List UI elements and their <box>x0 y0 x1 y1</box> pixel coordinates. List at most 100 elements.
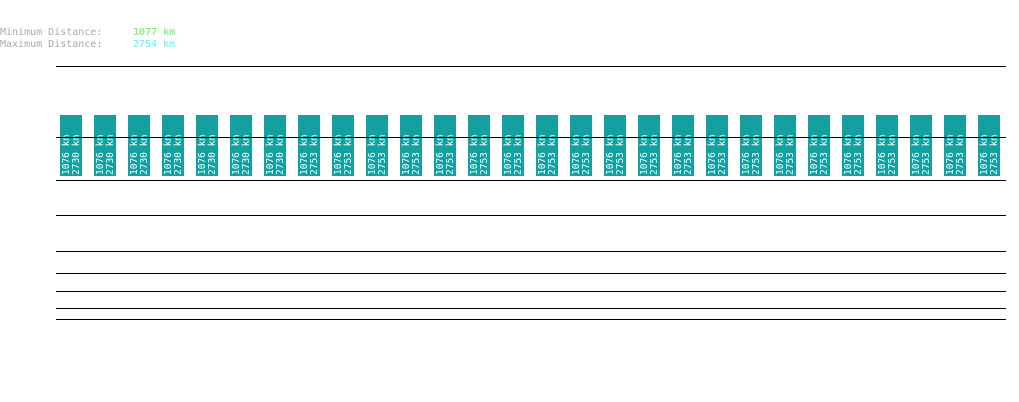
segment-max: 2753 km <box>683 135 694 175</box>
segment: 1076 km 2753 km <box>944 115 966 176</box>
segment-box <box>400 115 422 176</box>
segment: 1076 km 2753 km <box>604 115 626 176</box>
segment-box <box>774 115 796 176</box>
rules <box>56 66 1006 320</box>
segment-min: 1076 km <box>333 135 344 175</box>
segment: 1076 km 2730 km <box>60 115 82 176</box>
segment-box <box>638 115 660 176</box>
segment-max: 2730 km <box>139 135 150 175</box>
segment-max: 2753 km <box>377 135 388 175</box>
segment: 1076 km 2753 km <box>774 115 796 176</box>
segment-max: 2753 km <box>581 135 592 175</box>
segment-min: 1076 km <box>979 135 990 175</box>
segment-box <box>604 115 626 176</box>
segment-min: 1076 km <box>129 135 140 175</box>
segment-min: 1076 km <box>571 135 582 175</box>
segment-box <box>842 115 864 176</box>
segment-box <box>740 115 762 176</box>
segment: 1076 km 2730 km <box>94 115 116 176</box>
segment-min: 1076 km <box>707 135 718 175</box>
segment-max: 2730 km <box>173 135 184 175</box>
segment-max: 2753 km <box>819 135 830 175</box>
segment-box <box>468 115 490 176</box>
max-value: 2754 km <box>133 39 175 50</box>
segment-max: 2753 km <box>853 135 864 175</box>
segment-min: 1076 km <box>367 135 378 175</box>
segment-box <box>230 115 252 176</box>
segment-min: 1076 km <box>537 135 548 175</box>
segment: 1076 km 2753 km <box>672 115 694 176</box>
segment: 1076 km 2753 km <box>434 115 456 176</box>
segment-min: 1076 km <box>401 135 412 175</box>
segment-max: 2753 km <box>445 135 456 175</box>
segment-box <box>672 115 694 176</box>
segment-min: 1076 km <box>435 135 446 175</box>
segment-max: 2753 km <box>479 135 490 175</box>
segment-max: 2753 km <box>649 135 660 175</box>
segment-min: 1076 km <box>877 135 888 175</box>
segment-min: 1076 km <box>605 135 616 175</box>
segment-box <box>536 115 558 176</box>
segment-min: 1076 km <box>299 135 310 175</box>
segment-max: 2730 km <box>105 135 116 175</box>
segment-box <box>502 115 524 176</box>
segment: 1076 km 2753 km <box>876 115 898 176</box>
segments: 1076 km 2730 km 1076 km 2730 km 1076 km 2730 … <box>60 115 1000 176</box>
segment-min: 1076 km <box>741 135 752 175</box>
segment-box <box>264 115 286 176</box>
segment-max: 2753 km <box>343 135 354 175</box>
segment-min: 1076 km <box>95 135 106 175</box>
segment-min: 1076 km <box>265 135 276 175</box>
segment: 1076 km 2730 km <box>128 115 150 176</box>
segment: 1076 km 2753 km <box>978 115 1000 176</box>
segment-max: 2730 km <box>275 135 286 175</box>
segment: 1076 km 2753 km <box>706 115 728 176</box>
segment-max: 2730 km <box>71 135 82 175</box>
segment-min: 1076 km <box>911 135 922 175</box>
min-value: 1077 km <box>133 27 175 38</box>
segment-box <box>196 115 218 176</box>
segment-max: 2753 km <box>989 135 1000 175</box>
segment: 1076 km 2753 km <box>468 115 490 176</box>
segment: 1076 km 2753 km <box>910 115 932 176</box>
segment-box <box>570 115 592 176</box>
segment-box <box>706 115 728 176</box>
segment: 1076 km 2753 km <box>808 115 830 176</box>
segment-box <box>298 115 320 176</box>
segment: 1076 km 2753 km <box>842 115 864 176</box>
segment-max: 2730 km <box>241 135 252 175</box>
segment-box <box>876 115 898 176</box>
segment: 1076 km 2730 km <box>264 115 286 176</box>
segment-max: 2753 km <box>785 135 796 175</box>
segment: 1076 km 2753 km <box>638 115 660 176</box>
segment: 1076 km 2753 km <box>740 115 762 176</box>
segment-box <box>910 115 932 176</box>
segment-max: 2730 km <box>207 135 218 175</box>
segment-box <box>808 115 830 176</box>
segment-min: 1076 km <box>639 135 650 175</box>
max-label: Maximum Distance: <box>0 39 102 50</box>
segment-box <box>944 115 966 176</box>
segment-max: 2753 km <box>411 135 422 175</box>
segment: 1076 km 2753 km <box>332 115 354 176</box>
segment-box <box>94 115 116 176</box>
segment-min: 1076 km <box>469 135 480 175</box>
segment-max: 2753 km <box>717 135 728 175</box>
segment: 1076 km 2730 km <box>162 115 184 176</box>
segment-box <box>978 115 1000 176</box>
segment-min: 1076 km <box>843 135 854 175</box>
segment-max: 2753 km <box>751 135 762 175</box>
segment-box <box>332 115 354 176</box>
segment-max: 2753 km <box>615 135 626 175</box>
segment: 1076 km 2753 km <box>536 115 558 176</box>
segment-box <box>128 115 150 176</box>
segment: 1076 km 2753 km <box>400 115 422 176</box>
segment: 1076 km 2753 km <box>570 115 592 176</box>
segment-box <box>366 115 388 176</box>
segment: 1076 km 2753 km <box>502 115 524 176</box>
segment: 1076 km 2730 km <box>196 115 218 176</box>
segment-min: 1076 km <box>61 135 72 175</box>
segment: 1076 km 2753 km <box>366 115 388 176</box>
segment-max: 2753 km <box>547 135 558 175</box>
